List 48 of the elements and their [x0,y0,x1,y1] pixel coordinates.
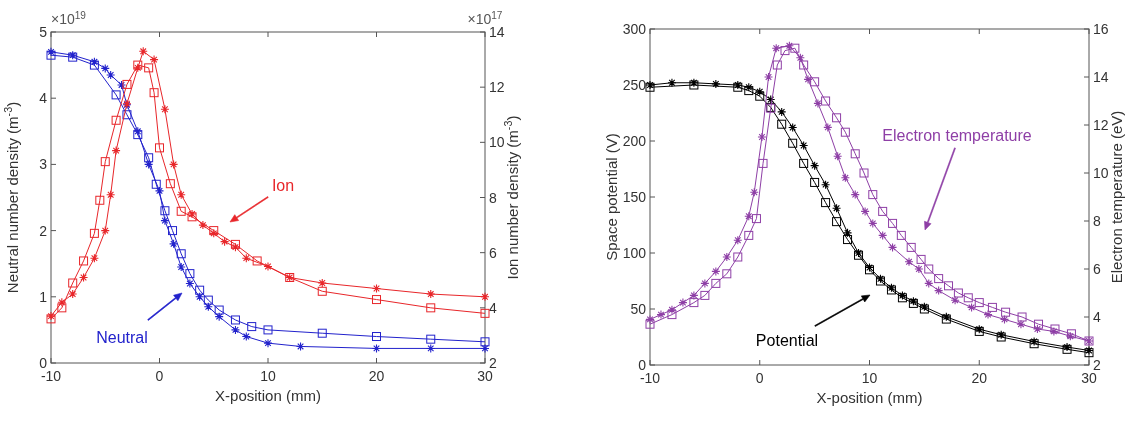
x-tick-label: 0 [755,370,764,386]
y2-tick-label: 8 [1093,213,1101,229]
y2-tick-label: 4 [1093,309,1101,325]
text: ×10$^{17}$ [467,9,503,27]
y2-axis-title: Electron temperature (eV) [1108,110,1125,284]
annotation: Potential [755,332,819,349]
x-tick-label: 30 [477,368,493,384]
annotation: Ion [271,177,295,194]
y-tick-label: 0 [39,355,48,371]
y-tick-label: 4 [39,90,48,107]
y-tick-label: 300 [622,21,647,37]
y2-tick-label: 16 [1093,21,1109,37]
text: ×10$^{19}$ [51,9,87,27]
annotation: Neutral [96,329,148,346]
y-tick-label: 150 [622,189,647,205]
y2-tick-label: 12 [489,79,505,96]
y2-tick-label: 10 [1093,165,1109,181]
y-tick-label: 2 [39,222,48,239]
y2-tick-label: 14 [489,24,505,40]
annotation: Electron temperature [882,127,1032,144]
y-tick-label: 50 [630,301,647,317]
x-tick-label: 30 [1081,370,1097,386]
y-tick-label: 100 [622,245,647,261]
x-tick-label: 10 [260,368,276,384]
y2-tick-label: 10 [489,134,505,151]
x-tick-label: 20 [368,368,385,384]
x-tick-label: -10 [40,368,62,384]
y2-tick-label: 6 [489,244,497,261]
x-tick-label: 10 [861,370,878,386]
x-tick-label: -10 [639,370,661,386]
y-tick-label: 5 [39,24,48,40]
y2-tick-label: 12 [1093,117,1109,133]
y-tick-label: 3 [39,156,48,173]
x-tick-label: 0 [155,368,164,384]
x-axis-title: X-position (mm) [215,387,321,404]
y2-tick-label: 2 [489,355,497,371]
y-tick-label: 200 [622,133,647,149]
y-tick-label: 1 [39,288,48,305]
y-tick-label: 0 [638,357,647,373]
y2-tick-label: 8 [489,189,497,206]
y-tick-label: 250 [622,77,647,93]
x-tick-label: 20 [971,370,988,386]
y-axis-title: Space potential (V) [603,133,620,261]
y2-tick-label: 2 [1093,357,1101,373]
x-axis-title: X-position (mm) [816,389,923,406]
y2-tick-label: 6 [1093,261,1101,277]
y2-tick-label: 4 [489,299,497,316]
y2-tick-label: 14 [1093,69,1109,85]
